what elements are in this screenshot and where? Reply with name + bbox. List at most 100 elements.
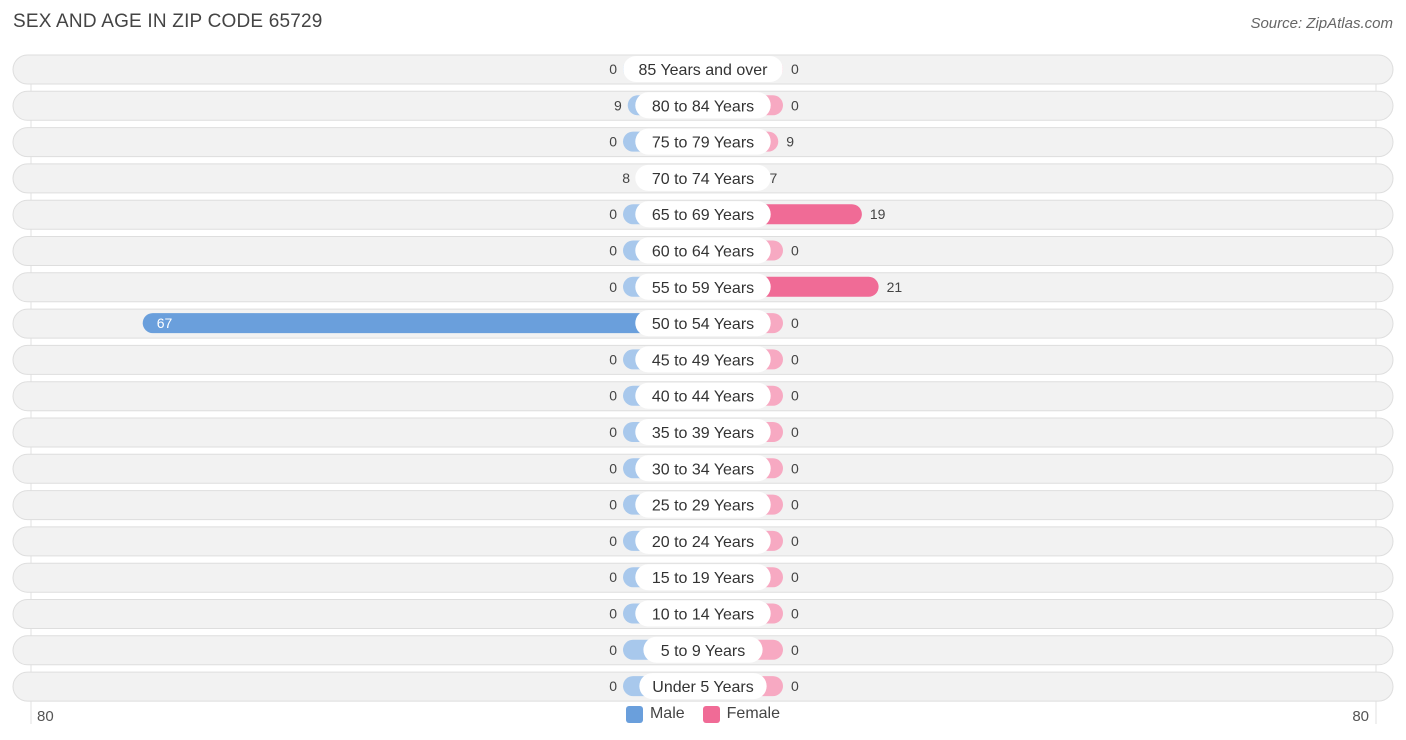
row: 80 to 84 Years 9 0 xyxy=(12,90,1394,121)
legend-swatch-male xyxy=(625,705,643,723)
male-value-label: 0 xyxy=(609,61,617,77)
male-value-label: 0 xyxy=(609,606,617,622)
male-value-label: 67 xyxy=(157,315,173,331)
category-label: 75 to 79 Years xyxy=(652,135,754,152)
female-value-label: 0 xyxy=(791,642,799,658)
category-label: 60 to 64 Years xyxy=(652,244,754,261)
category-label-background xyxy=(635,164,771,191)
male-value-label: 9 xyxy=(614,97,622,113)
row: 85 Years and over 0 0 xyxy=(12,54,1394,85)
category-label: 80 to 84 Years xyxy=(652,98,754,115)
female-value-label: 21 xyxy=(887,279,903,295)
row: 15 to 19 Years 0 0 xyxy=(12,562,1394,593)
male-value-label: 8 xyxy=(622,170,630,186)
category-label: 50 to 54 Years xyxy=(652,316,754,333)
row: 45 to 49 Years 0 0 xyxy=(12,344,1394,375)
category-label: 20 to 24 Years xyxy=(652,534,754,551)
row: 20 to 24 Years 0 0 xyxy=(12,526,1394,557)
row: 65 to 69 Years 0 19 xyxy=(12,199,1394,230)
row: 55 to 59 Years 0 21 xyxy=(12,272,1394,303)
category-label-background xyxy=(635,419,771,445)
male-value-label: 0 xyxy=(609,460,617,476)
male-value-label: 0 xyxy=(609,388,617,404)
row: 50 to 54 Years 67 0 xyxy=(12,308,1394,339)
legend: Male Female xyxy=(0,705,1406,723)
female-value-label: 0 xyxy=(791,61,799,77)
female-value-label: 9 xyxy=(786,134,794,150)
category-label: 40 to 44 Years xyxy=(652,389,754,406)
chart-title: SEX AND AGE IN ZIP CODE 65729 xyxy=(13,11,323,32)
female-value-label: 0 xyxy=(791,424,799,440)
chart-source: Source: ZipAtlas.com xyxy=(1250,15,1393,32)
male-value-label: 0 xyxy=(609,134,617,150)
female-value-label: 0 xyxy=(791,606,799,622)
row: 60 to 64 Years 0 0 xyxy=(12,236,1394,266)
row: 75 to 79 Years 0 9 xyxy=(12,127,1394,158)
category-label: 5 to 9 Years xyxy=(661,643,746,660)
row: 5 to 9 Years 0 0 xyxy=(12,635,1394,666)
category-label-background xyxy=(635,527,771,554)
male-value-label: 0 xyxy=(609,678,617,694)
category-label-background xyxy=(635,382,771,409)
male-bar[interactable] xyxy=(142,313,713,334)
female-value-label: 0 xyxy=(791,315,799,331)
female-value-label: 0 xyxy=(791,533,799,549)
male-value-label: 0 xyxy=(609,497,617,513)
row: 40 to 44 Years 0 0 xyxy=(12,381,1394,412)
axis-right-label: 80 xyxy=(1352,708,1369,725)
legend-item-female[interactable]: Female xyxy=(702,705,781,723)
legend-item-male[interactable]: Male xyxy=(625,705,685,723)
category-label-background xyxy=(635,600,771,627)
category-label: 65 to 69 Years xyxy=(652,207,754,224)
category-label-background xyxy=(635,92,771,119)
category-label-background xyxy=(623,56,783,82)
male-value-label: 0 xyxy=(609,243,617,259)
male-value-label: 0 xyxy=(609,351,617,367)
female-value-label: 7 xyxy=(770,170,778,186)
row: 35 to 39 Years 0 0 xyxy=(12,417,1394,448)
row: 25 to 29 Years 0 0 xyxy=(12,490,1394,521)
female-value-label: 0 xyxy=(791,569,799,585)
male-value-label: 0 xyxy=(609,533,617,549)
legend-swatch-female xyxy=(702,705,720,723)
category-label: 35 to 39 Years xyxy=(652,425,754,442)
category-label-background xyxy=(635,201,771,228)
male-value-label: 0 xyxy=(609,642,617,658)
category-label-background xyxy=(635,346,771,373)
female-value-label: 0 xyxy=(791,243,799,259)
category-label: 30 to 34 Years xyxy=(652,461,754,478)
row: 70 to 74 Years 8 7 xyxy=(12,163,1394,194)
category-label-background xyxy=(639,673,767,700)
category-label: Under 5 Years xyxy=(652,679,753,696)
category-label: 70 to 74 Years xyxy=(652,171,754,188)
female-value-label: 0 xyxy=(791,678,799,694)
female-value-label: 0 xyxy=(791,497,799,513)
category-label-background xyxy=(643,636,763,663)
female-value-label: 0 xyxy=(791,351,799,367)
axis-left-label: 80 xyxy=(37,708,54,725)
legend-label-female: Female xyxy=(726,705,781,722)
female-value-label: 0 xyxy=(791,388,799,404)
category-label-background xyxy=(635,273,771,300)
female-value-label: 0 xyxy=(791,460,799,476)
category-label: 10 to 14 Years xyxy=(652,607,754,624)
row: 10 to 14 Years 0 0 xyxy=(12,599,1394,629)
category-label: 45 to 49 Years xyxy=(652,352,754,369)
male-value-label: 0 xyxy=(609,569,617,585)
category-label-background xyxy=(635,237,771,264)
male-value-label: 0 xyxy=(609,424,617,440)
category-label: 85 Years and over xyxy=(639,62,769,79)
category-label: 25 to 29 Years xyxy=(652,498,754,515)
female-value-label: 0 xyxy=(791,97,799,113)
category-label-background xyxy=(635,455,771,482)
row: Under 5 Years 0 0 xyxy=(12,671,1394,702)
legend-label-male: Male xyxy=(649,705,685,722)
male-value-label: 0 xyxy=(609,206,617,222)
row: 30 to 34 Years 0 0 xyxy=(12,453,1394,484)
male-value-label: 0 xyxy=(609,279,617,295)
category-label-background xyxy=(635,128,771,155)
category-label: 55 to 59 Years xyxy=(652,280,754,297)
category-label-background xyxy=(635,310,771,337)
